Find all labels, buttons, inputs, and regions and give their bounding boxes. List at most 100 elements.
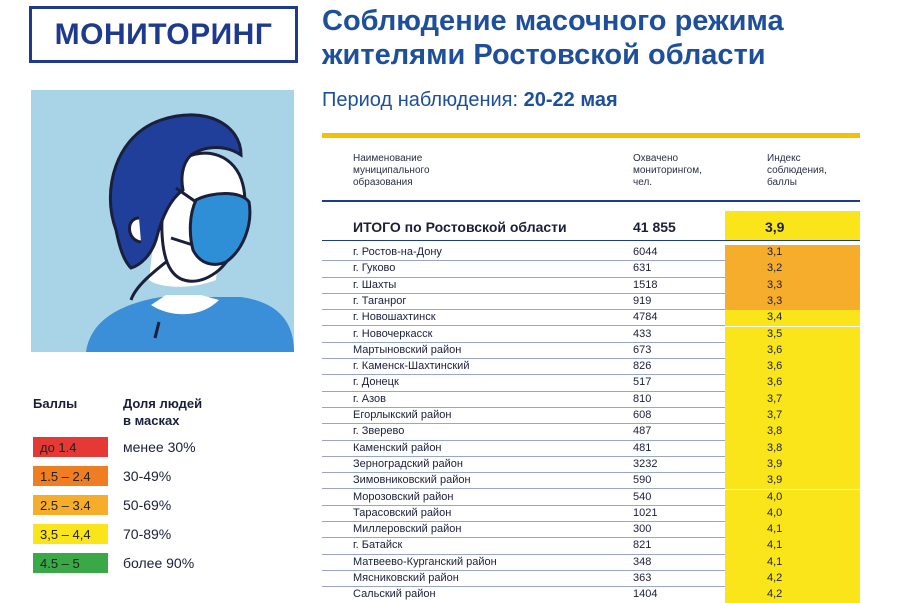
row-index: 3,6 [725,375,860,392]
total-name: ИТОГО по Ростовской области [353,219,567,235]
title-line-1: Соблюдение масочного режима [322,5,784,37]
legend-share-heading-line2: в масках [123,413,180,428]
row-municipality: Тарасовский район [353,506,452,519]
legend-item: 1.5 – 2.4 30-49% [33,466,293,486]
row-count: 481 [633,441,652,454]
row-separator [322,439,725,441]
table-row: Матвеево-Курганский район 348 4,1 [322,554,860,571]
table-row: Мартыновский район 673 3,6 [322,342,860,360]
row-separator [322,292,725,294]
row-index: 3,2 [725,261,860,278]
row-index: 4,0 [725,505,860,523]
row-municipality: г. Зверево [353,425,405,438]
legend-share: 70-89% [123,526,172,542]
legend-header: Баллы Доля людей в масках [33,395,313,429]
legend-share-heading: Доля людей в масках [123,395,233,429]
legend-swatch: 2.5 – 3.4 [33,495,108,515]
row-count: 540 [633,490,652,503]
row-separator [322,358,725,360]
header-compliance-index: Индекс соблюдения, баллы [767,153,857,189]
row-count: 1021 [633,506,658,519]
header-index-line1: Индекс [767,153,801,164]
row-municipality: г. Шахты [353,278,397,291]
row-count: 348 [633,555,652,568]
row-index: 4,0 [725,489,860,506]
row-count: 590 [633,474,652,487]
row-index: 3,7 [725,391,860,408]
row-municipality: г. Азов [353,392,386,405]
page-title: Соблюдение масочного режима жителями Рос… [322,4,892,72]
total-row: ИТОГО по Ростовской области 41 855 3,9 [322,211,860,241]
row-separator [322,521,725,523]
header-index-line2: соблюдения, [767,165,827,176]
legend-share: более 90% [123,555,195,571]
row-count: 919 [633,294,652,307]
row-municipality: г. Таганрог [353,294,407,307]
row-index: 3,6 [725,342,860,360]
row-index: 3,5 [725,326,860,343]
masked-person-illustration [31,90,294,352]
row-separator [322,569,725,571]
row-count: 3232 [633,457,658,470]
header-index-line3: баллы [767,177,797,188]
legend-item: до 1.4 менее 30% [33,437,293,457]
row-separator [322,374,725,376]
legend-range: 2.5 – 3.4 [40,497,91,513]
title-line-2: жителями Ростовской области [322,39,766,71]
period-value: 20-22 мая [523,89,618,111]
row-municipality: г. Гуково [353,262,396,275]
legend-share: 30-49% [123,468,172,484]
table-row: Зимовниковский район 590 3,9 [322,473,860,490]
row-count: 487 [633,425,652,438]
row-municipality: г. Каменск-Шахтинский [353,360,470,373]
table-row: г. Ростов-на-Дону 6044 3,1 [322,245,860,262]
row-separator [322,504,725,506]
row-separator [322,276,725,278]
table-row: Морозовский район 540 4,0 [322,489,860,506]
row-separator [322,537,725,539]
legend-range: до 1.4 [40,439,77,455]
row-index: 4,1 [725,522,860,539]
monitoring-badge: МОНИТОРИНГ [29,6,298,63]
row-separator [322,406,725,408]
table-row: г. Азов 810 3,7 [322,391,860,408]
row-municipality: г. Батайск [353,539,403,552]
badge-text: МОНИТОРИНГ [54,17,273,51]
row-count: 810 [633,392,652,405]
table-row: Зерноградский район 3232 3,9 [322,456,860,474]
period-label: Период наблюдения: [322,89,519,111]
row-municipality: Морозовский район [353,490,454,503]
row-index: 3,9 [725,473,860,490]
row-index: 4,2 [725,571,860,588]
row-index: 3,4 [725,310,860,327]
table-row: Егорлыкский район 608 3,7 [322,408,860,425]
table-row: г. Батайск 821 4,1 [322,538,860,555]
row-count: 1518 [633,278,658,291]
row-count: 433 [633,327,652,340]
row-index: 4,2 [725,587,860,603]
row-separator [322,423,725,425]
row-municipality: Зерноградский район [353,457,463,470]
row-index: 3,1 [725,245,860,262]
legend-swatch: 1.5 – 2.4 [33,466,108,486]
row-municipality: Егорлыкский район [353,409,452,421]
row-count: 6044 [633,246,658,258]
legend-share-heading-line1: Доля людей [123,396,203,411]
row-separator [322,390,725,392]
header-monitored-count: Охвачено мониторингом, чел. [633,153,743,189]
header-divider [322,200,860,202]
table-row: г. Каменск-Шахтинский 826 3,6 [322,359,860,376]
legend-swatch: 3,5 – 4,4 [33,524,108,544]
row-municipality: Зимовниковский район [353,474,471,487]
row-separator [322,455,725,457]
row-index: 3,8 [725,440,860,457]
header-municipality-line2: муниципального [353,165,430,176]
row-index: 3,3 [725,293,860,311]
masked-face-icon [86,113,294,352]
row-municipality: Мартыновский район [353,343,462,356]
total-index: 3,9 [725,211,860,241]
row-separator [322,472,725,474]
row-count: 1404 [633,588,658,601]
row-index: 3,8 [725,424,860,441]
observation-period: Период наблюдения: 20-22 мая [322,89,618,112]
